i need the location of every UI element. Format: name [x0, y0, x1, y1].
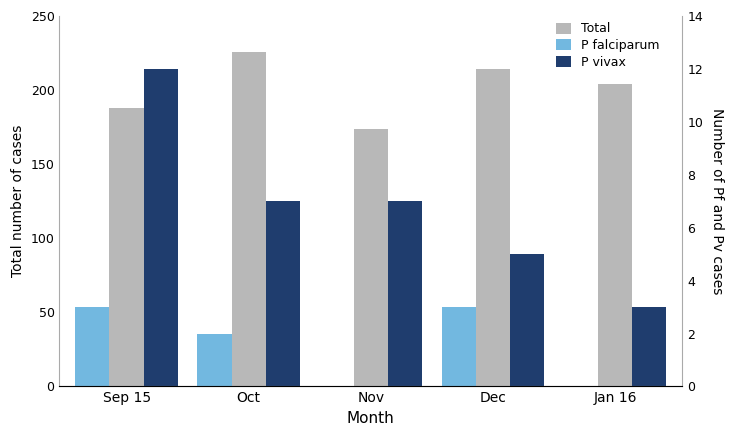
- Bar: [110, 108, 143, 386]
- Bar: [476, 69, 510, 386]
- Bar: [354, 129, 388, 386]
- Bar: [266, 201, 300, 386]
- X-axis label: Month: Month: [347, 411, 395, 426]
- Bar: [75, 307, 110, 386]
- Bar: [198, 333, 232, 386]
- Bar: [388, 201, 422, 386]
- Bar: [510, 254, 545, 386]
- Legend: Total, P falciparum, P vivax: Total, P falciparum, P vivax: [553, 19, 664, 73]
- Bar: [232, 52, 266, 386]
- Bar: [143, 69, 178, 386]
- Y-axis label: Number of Pf and Pv cases: Number of Pf and Pv cases: [710, 108, 724, 295]
- Bar: [598, 84, 632, 386]
- Y-axis label: Total number of cases: Total number of cases: [11, 125, 25, 277]
- Bar: [632, 307, 667, 386]
- Bar: [442, 307, 476, 386]
